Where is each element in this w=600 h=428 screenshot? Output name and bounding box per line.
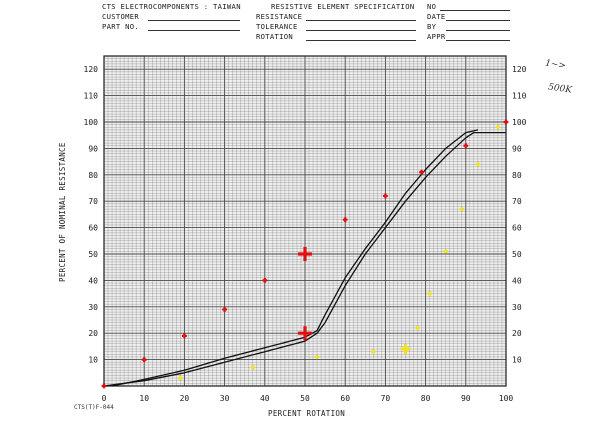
point-markers xyxy=(101,119,509,389)
y-tick-label-right: 50 xyxy=(512,250,522,259)
x-tick-label: 0 xyxy=(102,394,107,403)
x-tick-labels: 0 10 20 30 40 50 60 70 80 90 100 xyxy=(102,394,514,403)
y-axis-title: PERCENT OF NOMINAL RESISTANCE xyxy=(58,142,67,282)
yellow-marker xyxy=(178,375,183,381)
y-tick-label: 10 xyxy=(88,356,98,365)
rotation-field-line xyxy=(306,40,416,41)
yellow-marker xyxy=(459,206,464,212)
y-tick-label-right: 60 xyxy=(512,224,522,233)
form-number: CTS(T)F-044 xyxy=(74,404,114,411)
y-tick-label-right: 80 xyxy=(512,171,522,180)
x-axis-title: PERCENT ROTATION xyxy=(268,409,346,418)
date-label: DATE xyxy=(427,12,446,21)
x-tick-label: 80 xyxy=(421,394,431,403)
no-field-line xyxy=(440,10,510,11)
tolerance-field-line xyxy=(306,30,416,31)
red-marker xyxy=(463,143,469,149)
part-no-label: PART NO. xyxy=(102,22,140,31)
y-tick-label: 40 xyxy=(88,276,98,285)
by-field-line xyxy=(446,30,510,31)
red-marker xyxy=(101,383,107,389)
y-tick-label: 70 xyxy=(88,197,98,206)
customer-label: CUSTOMER xyxy=(102,12,140,21)
yellow-marker xyxy=(415,325,420,331)
plot-frame xyxy=(103,55,507,387)
no-label: NO xyxy=(427,2,437,11)
y-tick-label: 30 xyxy=(88,303,98,312)
red-marker xyxy=(298,326,312,341)
x-tick-label: 100 xyxy=(499,394,514,403)
series-line xyxy=(103,131,506,387)
x-tick-label: 60 xyxy=(340,394,350,403)
red-marker xyxy=(222,307,227,312)
y-tick-label-right: 30 xyxy=(512,303,522,312)
y-tick-label: 60 xyxy=(88,224,98,233)
x-tick-label: 40 xyxy=(260,394,270,403)
y-tick-label-right: 110 xyxy=(512,92,527,101)
y-tick-label: 80 xyxy=(88,171,98,180)
y-tick-label-right: 10 xyxy=(512,356,522,365)
y-tick-label-right: 90 xyxy=(512,144,522,153)
customer-field-line xyxy=(148,20,240,21)
y-tick-labels-right: 10 20 30 40 50 60 70 80 90 100 110 120 xyxy=(512,65,527,364)
y-tick-label-right: 70 xyxy=(512,197,522,206)
yellow-marker xyxy=(443,249,448,254)
appr-label: APPR xyxy=(427,32,446,41)
resistance-field-line xyxy=(306,20,416,21)
yellow-marker xyxy=(475,162,481,167)
y-tick-label: 20 xyxy=(88,329,98,338)
x-tick-label: 90 xyxy=(461,394,471,403)
spec-title: RESISTIVE ELEMENT SPECIFICATION xyxy=(271,2,415,11)
y-tick-label-right: 20 xyxy=(512,329,522,338)
yellow-marker xyxy=(314,354,320,360)
yellow-marker xyxy=(427,291,432,296)
part-no-field-line xyxy=(148,30,240,31)
by-label: BY xyxy=(427,22,437,31)
curve-series xyxy=(103,129,506,387)
y-tick-label-right: 100 xyxy=(512,118,527,127)
y-tick-label-right: 40 xyxy=(512,276,522,285)
y-tick-label: 50 xyxy=(88,250,98,259)
x-tick-label: 30 xyxy=(220,394,230,403)
y-tick-label: 90 xyxy=(88,144,98,153)
yellow-marker xyxy=(250,365,255,370)
x-tick-label: 10 xyxy=(139,394,149,403)
x-tick-label: 20 xyxy=(180,394,190,403)
yellow-marker xyxy=(371,349,376,354)
red-marker xyxy=(262,278,268,283)
red-marker xyxy=(182,333,187,339)
resistance-label: RESISTANCE xyxy=(256,12,303,21)
yellow-marker xyxy=(400,344,411,355)
red-marker xyxy=(383,193,388,199)
red-marker xyxy=(419,169,424,175)
red-marker xyxy=(503,119,509,125)
rotation-label: ROTATION xyxy=(256,32,294,41)
y-tick-label-right: 120 xyxy=(512,65,527,74)
red-marker xyxy=(298,247,312,261)
x-tick-label: 70 xyxy=(381,394,391,403)
company-name: CTS ELECTROCOMPONENTS : TAIWAN xyxy=(102,2,241,11)
series-line xyxy=(111,129,479,387)
y-tick-label: 110 xyxy=(84,92,99,101)
y-tick-labels-left: 10 20 30 40 50 60 70 80 90 100 110 120 xyxy=(84,65,99,364)
x-tick-label: 50 xyxy=(300,394,310,403)
date-field-line xyxy=(446,20,510,21)
y-tick-label: 120 xyxy=(84,65,99,74)
appr-field-line xyxy=(446,40,510,41)
tolerance-label: TOLERANCE xyxy=(256,22,298,31)
red-marker xyxy=(342,217,348,223)
yellow-marker xyxy=(495,125,501,130)
red-marker xyxy=(141,357,147,362)
y-tick-label: 100 xyxy=(84,118,99,127)
